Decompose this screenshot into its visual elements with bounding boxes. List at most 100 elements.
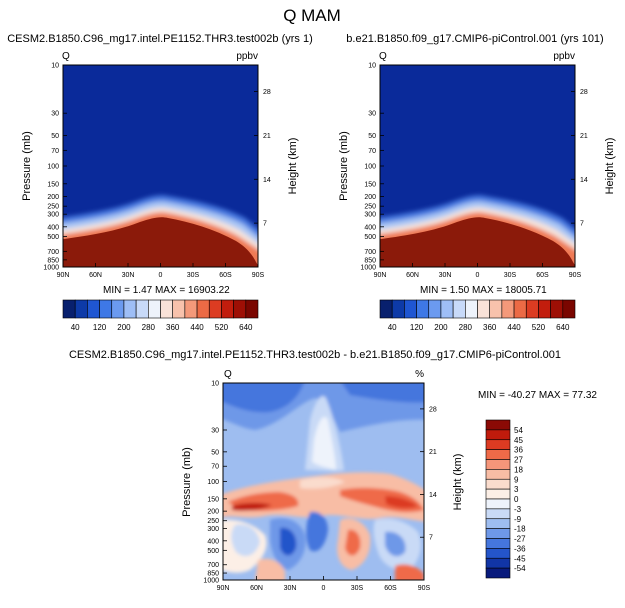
panel-a-colorbar-swatch — [221, 299, 234, 319]
panel-test-run: CESM2.B1850.C96_mg17.intel.PE1152.THR3.t… — [7, 33, 313, 332]
panel-b-stats: MIN = 1.50 MAX = 18005.71 — [420, 285, 547, 296]
panel-b-pressure-tick-label: 30 — [368, 111, 376, 118]
panel-b-colorbar-swatch — [550, 299, 564, 319]
panel-c-field — [223, 383, 424, 580]
panel-a-colorbar-swatch — [111, 299, 125, 319]
panel-c-colorbar-label: -27 — [514, 535, 526, 544]
panel-a-pressure-tick-label: 70 — [51, 148, 59, 155]
panel-a-height-tick-label: 21 — [263, 133, 271, 140]
panel-a-colorbar-swatch — [99, 299, 113, 319]
panel-a-pressure-tick-label: 250 — [47, 204, 59, 211]
panel-b-colorbar-swatch — [538, 299, 551, 319]
panel-b-colorbar-label: 120 — [410, 323, 424, 332]
panel-b-height-tick-label: 21 — [580, 133, 588, 140]
panel-c-pressure-tick-label: 500 — [207, 548, 219, 555]
panel-a-x-tick-label: 30S — [187, 272, 200, 279]
panel-c-colorbar-swatch — [485, 488, 511, 500]
panel-b-colorbar-label: 440 — [507, 323, 521, 332]
panel-c-colorbar-swatch — [485, 469, 511, 480]
panel-c-colorbar-swatch — [485, 439, 511, 450]
panel-c-pressure-tick-label: 30 — [211, 427, 219, 434]
panel-b-pressure-tick-label: 1000 — [360, 265, 376, 272]
panel-a-x-tick-label: 60N — [89, 272, 102, 279]
panel-c-pressure-tick-label: 70 — [211, 464, 219, 471]
panel-a-colorbar: 40 120 200 280 360 440 520 640 — [62, 299, 259, 332]
panel-a-colorbar-label: 120 — [93, 323, 107, 332]
panel-a-colorbar-label: 440 — [190, 323, 204, 332]
panel-a-colorbar-swatch — [74, 299, 88, 319]
panel-control-run: b.e21.B1850.f09_g17.CMIP6-piControl.001 … — [338, 33, 616, 332]
panel-b-pressure-tick-label: 10 — [368, 63, 376, 70]
panel-c-x-tick-label: 60S — [384, 585, 397, 592]
panel-c-height-tick-label: 28 — [429, 406, 437, 413]
panel-a-pressure-tick-label: 100 — [47, 164, 59, 171]
panel-a-left-string: Q — [62, 51, 70, 62]
panel-a-height-tick-label: 28 — [263, 89, 271, 96]
panel-c-colorbar-swatch — [485, 557, 511, 569]
panel-c-x-tick-label: 60N — [250, 585, 263, 592]
panel-b-pressure-tick-label: 250 — [364, 204, 376, 211]
panel-a-x-tick-label: 90N — [57, 272, 70, 279]
panel-a-pressure-tick-label: 400 — [47, 224, 59, 231]
panel-b-pressure-tick-label: 100 — [364, 164, 376, 171]
panel-b-colorbar-swatch — [489, 299, 503, 319]
panel-c-units: % — [415, 369, 424, 380]
panel-c-ylabel-right: Height (km) — [452, 454, 464, 511]
panel-c-colorbar-label: -18 — [514, 525, 526, 534]
panel-c-colorbar-swatch — [485, 498, 511, 510]
panel-c-colorbar-label: 45 — [514, 436, 523, 445]
panel-c-colorbar-label: 9 — [514, 475, 519, 484]
panel-b-colorbar-swatch — [562, 299, 576, 319]
panel-b-height-tick-label: 28 — [580, 89, 588, 96]
panel-a-x-tick-label: 0 — [159, 272, 163, 279]
panel-b-ylabel-right: Height (km) — [604, 138, 616, 195]
panel-b-colorbar-swatch — [404, 299, 417, 319]
panel-c-colorbar-swatch — [485, 449, 511, 460]
panel-c-colorbar-label: -54 — [514, 564, 526, 573]
panel-c-colorbar-label: 27 — [514, 456, 523, 465]
panel-b-colorbar-label: 40 — [388, 323, 397, 332]
panel-c-colorbar-label: -9 — [514, 515, 522, 524]
panel-c-x-tick-label: 0 — [322, 585, 326, 592]
panel-a-pressure-tick-label: 1000 — [43, 265, 59, 272]
panel-b-colorbar-swatch — [465, 299, 478, 319]
panel-c-colorbar-label: -45 — [514, 554, 526, 563]
panel-b-pressure-tick-label: 300 — [364, 212, 376, 219]
panel-c-colorbar-label: 36 — [514, 446, 523, 455]
panel-a-pressure-tick-label: 30 — [51, 111, 59, 118]
panel-b-x-tick-label: 90S — [569, 272, 582, 279]
panel-b-colorbar-swatch — [391, 299, 405, 319]
panel-a-colorbar-swatch — [160, 299, 173, 319]
panel-b-pressure-tick-label: 70 — [368, 148, 376, 155]
panel-c-colorbar-swatch — [485, 528, 511, 539]
panel-c-colorbar-label: 0 — [514, 495, 519, 504]
panel-a-title: CESM2.B1850.C96_mg17.intel.PE1152.THR3.t… — [7, 33, 313, 45]
panel-b-colorbar-swatch — [379, 299, 393, 319]
panel-b-pressure-tick-label: 400 — [364, 224, 376, 231]
panel-a-colorbar-swatch — [87, 299, 100, 319]
panel-c-x-tick-label: 30N — [284, 585, 297, 592]
panel-c-ylabel: Pressure (mb) — [181, 447, 193, 517]
panel-a-colorbar-swatch — [245, 299, 259, 319]
panel-c-pressure-tick-label: 10 — [211, 381, 219, 388]
panel-b-x-tick-label: 60S — [536, 272, 549, 279]
panel-a-colorbar-swatch — [123, 299, 137, 319]
panel-c-colorbar-swatch — [485, 538, 511, 549]
panel-a-pressure-tick-label: 700 — [47, 249, 59, 256]
panel-c-pressure-tick-label: 850 — [207, 571, 219, 578]
panel-c-pressure-tick-label: 700 — [207, 562, 219, 569]
panel-b-colorbar-swatch — [428, 299, 442, 319]
panel-a-colorbar-label: 640 — [239, 323, 253, 332]
panel-b-colorbar-swatch — [440, 299, 454, 319]
panel-b-pressure-tick-label: 50 — [368, 133, 376, 140]
panel-a-height-tick-label: 14 — [263, 177, 271, 184]
panel-c-colorbar-label: -36 — [514, 544, 526, 553]
panel-b-colorbar-label: 520 — [532, 323, 546, 332]
panel-c-colorbar-swatch — [485, 548, 511, 559]
panel-c-pressure-tick-label: 300 — [207, 526, 219, 533]
panel-a-colorbar-swatch — [196, 299, 210, 319]
panel-c-pressure-tick-label: 250 — [207, 518, 219, 525]
panel-a-colorbar-swatch — [62, 299, 76, 319]
panel-b-height-tick-label: 7 — [580, 221, 584, 228]
